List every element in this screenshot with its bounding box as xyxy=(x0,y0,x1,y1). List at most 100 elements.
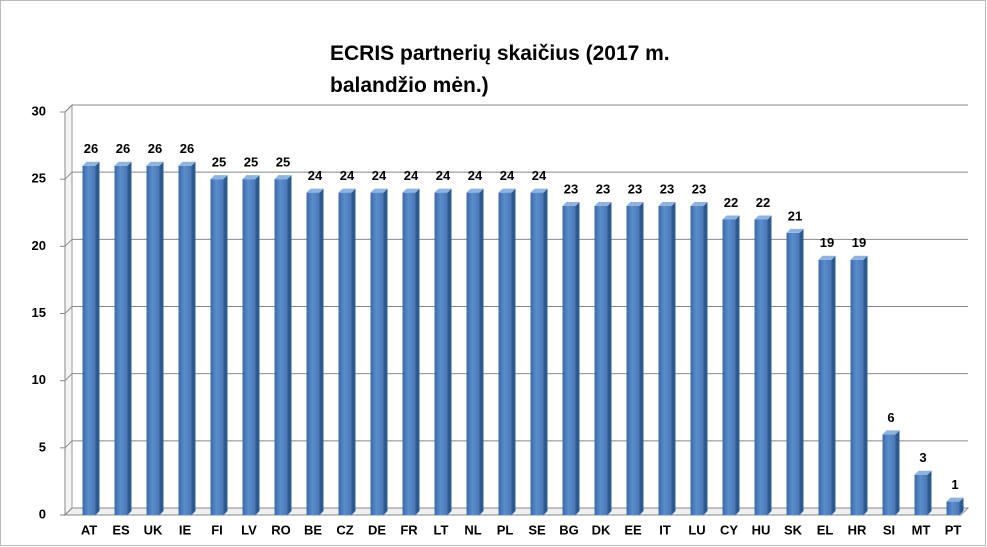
bar-top xyxy=(370,188,388,193)
bar-top xyxy=(754,215,772,220)
x-tick-label: BG xyxy=(559,522,579,537)
value-label: 24 xyxy=(532,168,547,183)
bar xyxy=(146,165,160,515)
bar-side xyxy=(415,188,420,515)
bar-side xyxy=(607,202,612,516)
bar-side xyxy=(767,215,772,515)
value-label: 3 xyxy=(919,450,926,465)
bar-top xyxy=(722,215,740,220)
bar-top xyxy=(434,188,452,193)
bar xyxy=(242,179,256,515)
value-label: 25 xyxy=(244,155,258,170)
bar-top xyxy=(658,202,676,207)
bar-side xyxy=(255,175,260,515)
x-tick-label: LV xyxy=(241,522,257,537)
value-label: 23 xyxy=(596,181,610,196)
value-label: 23 xyxy=(628,181,642,196)
x-tick-label: SI xyxy=(883,522,895,537)
bar xyxy=(466,192,480,515)
bar xyxy=(914,474,928,515)
bar xyxy=(498,192,512,515)
bar-top xyxy=(594,202,612,207)
x-tick-label: RO xyxy=(271,522,291,537)
bar xyxy=(818,259,832,515)
bar-side xyxy=(671,202,676,516)
bar xyxy=(370,192,384,515)
bar xyxy=(562,206,576,516)
bar-side xyxy=(95,161,100,515)
bar-side xyxy=(319,188,324,515)
bar-side xyxy=(575,202,580,516)
value-label: 24 xyxy=(500,168,515,183)
bar-top xyxy=(786,228,804,233)
bar xyxy=(82,165,96,515)
bar-top xyxy=(818,255,836,260)
grid-line xyxy=(64,306,73,314)
bar-side xyxy=(159,161,164,515)
bar-side xyxy=(383,188,388,515)
value-label: 19 xyxy=(852,235,866,250)
x-tick-label: PL xyxy=(497,522,514,537)
y-tick-label: 0 xyxy=(39,506,46,521)
grid-line xyxy=(64,507,73,516)
bar-side xyxy=(703,202,708,516)
bar-top xyxy=(242,175,260,180)
bar-side xyxy=(223,175,228,515)
y-tick-label: 15 xyxy=(32,305,46,320)
value-label: 26 xyxy=(180,141,194,156)
y-tick-label: 30 xyxy=(32,103,46,118)
value-label: 24 xyxy=(308,168,323,183)
bar xyxy=(306,192,320,515)
grid-line xyxy=(64,171,73,180)
x-tick-label: BE xyxy=(304,522,322,537)
bar-top xyxy=(210,175,228,180)
bar xyxy=(594,206,608,516)
value-label: 1 xyxy=(951,477,958,492)
x-tick-label: EE xyxy=(624,522,642,537)
value-label: 26 xyxy=(148,141,162,156)
bar xyxy=(338,192,352,515)
bar-top xyxy=(402,188,420,193)
x-tick-label: HU xyxy=(752,522,771,537)
value-label: 24 xyxy=(372,168,387,183)
bar-top xyxy=(114,161,132,166)
bar-side xyxy=(479,188,484,515)
bar xyxy=(402,192,416,515)
bar-top xyxy=(274,175,292,180)
bar-top xyxy=(914,470,932,475)
value-label: 6 xyxy=(887,410,894,425)
bar xyxy=(114,165,128,515)
bar-top xyxy=(466,188,484,193)
value-label: 26 xyxy=(84,141,98,156)
value-label: 22 xyxy=(756,195,770,210)
bar-side xyxy=(127,161,132,515)
y-tick-label: 20 xyxy=(32,238,46,253)
bar-top xyxy=(850,255,868,260)
grid-line xyxy=(64,440,73,449)
bar-side xyxy=(639,202,644,516)
x-tick-label: NL xyxy=(464,522,481,537)
x-tick-label: SK xyxy=(784,522,803,537)
bar xyxy=(754,219,768,515)
bar xyxy=(946,501,960,515)
value-label: 23 xyxy=(692,181,706,196)
y-tick-label: 10 xyxy=(32,372,46,387)
bar-side xyxy=(735,215,740,515)
value-label: 19 xyxy=(820,235,834,250)
bar xyxy=(690,206,704,516)
x-tick-label: IE xyxy=(179,522,192,537)
value-label: 25 xyxy=(212,155,226,170)
bar-side xyxy=(895,430,900,515)
bar-side xyxy=(191,161,196,515)
bar-side xyxy=(959,497,964,515)
grid-line xyxy=(64,104,73,113)
bar xyxy=(530,192,544,515)
y-tick-label: 25 xyxy=(32,171,46,186)
bar-side xyxy=(447,188,452,515)
value-label: 23 xyxy=(564,181,578,196)
value-label: 24 xyxy=(436,168,451,183)
bar xyxy=(434,192,448,515)
